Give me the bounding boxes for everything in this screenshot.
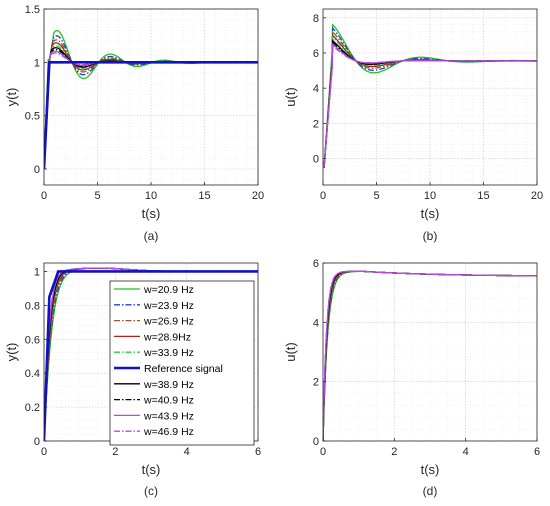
panel-a: 0 5 10 15 20 0 0.5 1 1.5 t(s) y(t) (a)	[4, 4, 264, 243]
y-tick-label: 8	[313, 13, 319, 25]
x-tick-label: 10	[424, 190, 436, 202]
panel-b: 0 5 10 15 20 0 2 4 6 8 t(s) u(t) (b)	[283, 8, 543, 243]
plot-area	[323, 263, 537, 441]
x-tick-label: 5	[94, 190, 100, 202]
panel-caption: (a)	[144, 229, 159, 243]
series-group	[323, 23, 537, 169]
x-tick-label: 5	[373, 190, 379, 202]
legend-label: Reference signal	[144, 363, 223, 375]
reference-line	[44, 270, 258, 441]
x-tick-label: 20	[252, 190, 264, 202]
x-tick-label: 6	[534, 446, 540, 458]
x-tick-label: 0	[41, 446, 47, 458]
series-line	[323, 44, 537, 169]
y-tick-label: 0.8	[25, 300, 40, 312]
series-group	[44, 29, 258, 170]
x-tick-label: 2	[112, 446, 118, 458]
y-tick-label: 0	[313, 154, 319, 166]
y-tick-label: 0.2	[25, 402, 40, 414]
legend-label: w=20.9 Hz	[143, 284, 194, 296]
y-axis-label: y(t)	[4, 343, 19, 362]
x-axis-label: t(s)	[142, 462, 161, 477]
y-axis-label: u(t)	[283, 342, 298, 362]
y-axis-label: y(t)	[4, 88, 19, 107]
y-tick-label: 6	[313, 48, 319, 60]
x-axis-label: t(s)	[421, 462, 440, 477]
legend-label: w=26.9 Hz	[143, 316, 194, 328]
x-axis-label: t(s)	[421, 206, 440, 221]
x-tick-label: 6	[255, 446, 261, 458]
panel-caption: (b)	[423, 229, 438, 243]
y-tick-label: 0.4	[25, 368, 40, 380]
y-tick-label: 4	[313, 317, 319, 329]
panel-c: 0 2 4 600.20.40.60.81t(s)y(t)(c)w=20.9 Hzw=…	[4, 262, 261, 498]
x-tick-label: 0	[320, 190, 326, 202]
legend-box	[109, 280, 255, 446]
x-tick-label: 15	[198, 190, 210, 202]
legend: w=20.9 Hz w=23.9 Hz w=26.9 Hz w=28.9Hz w=33.…	[109, 280, 255, 446]
x-tick-label: 10	[145, 190, 157, 202]
x-axis-label: t(s)	[142, 206, 161, 221]
y-tick-label: 6	[313, 258, 319, 270]
legend-label: w=43.9 Hz	[143, 410, 194, 422]
x-tick-label: 4	[184, 446, 190, 458]
y-tick-label: 1.5	[25, 4, 40, 16]
x-tick-label: 4	[463, 446, 469, 458]
x-tick-label: 20	[531, 190, 543, 202]
panel-caption: (c)	[144, 484, 158, 498]
legend-label: w=46.9 Hz	[143, 426, 194, 438]
panel-d: 0 2 4 6 0 2 4 6 t(s) u(t) (d)	[283, 258, 540, 498]
y-tick-label: 0.6	[25, 334, 40, 346]
y-tick-label: 0	[313, 436, 319, 448]
legend-label: w=28.9Hz	[143, 331, 191, 343]
legend-label: w=40.9 Hz	[143, 395, 194, 407]
series-group	[44, 267, 258, 441]
y-tick-label: 0	[34, 436, 40, 448]
y-tick-label: 0.5	[25, 111, 40, 123]
x-tick-label: 0	[320, 446, 326, 458]
x-tick-label: 0	[41, 190, 47, 202]
y-tick-label: 4	[313, 83, 319, 95]
y-axis-label: u(t)	[283, 87, 298, 107]
series-group	[323, 270, 537, 441]
panel-caption: (d)	[423, 484, 438, 498]
y-tick-label: 0	[34, 164, 40, 176]
series-line	[323, 270, 537, 441]
legend-label: w=38.9 Hz	[143, 379, 194, 391]
legend-label: w=23.9 Hz	[143, 300, 194, 312]
y-tick-label: 1	[34, 266, 40, 278]
axes-frame	[322, 262, 538, 442]
x-tick-label: 2	[391, 446, 397, 458]
y-tick-label: 1	[34, 57, 40, 69]
y-tick-label: 2	[313, 377, 319, 389]
y-tick-label: 2	[313, 118, 319, 130]
reference-line	[44, 61, 258, 170]
legend-label: w=33.9 Hz	[143, 347, 194, 359]
x-tick-label: 15	[477, 190, 489, 202]
